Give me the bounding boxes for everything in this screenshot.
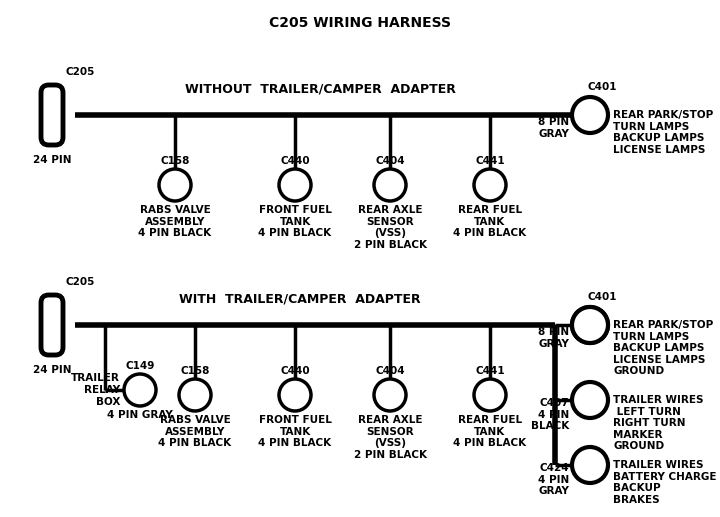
Text: C205: C205	[65, 67, 94, 77]
Circle shape	[572, 307, 608, 343]
Circle shape	[159, 169, 191, 201]
Text: REAR PARK/STOP
TURN LAMPS
BACKUP LAMPS
LICENSE LAMPS: REAR PARK/STOP TURN LAMPS BACKUP LAMPS L…	[613, 110, 714, 155]
Text: C158: C158	[161, 156, 189, 166]
Text: C205: C205	[65, 277, 94, 287]
Text: 24 PIN: 24 PIN	[32, 155, 71, 165]
Circle shape	[179, 379, 211, 411]
Text: REAR FUEL
TANK
4 PIN BLACK: REAR FUEL TANK 4 PIN BLACK	[454, 205, 526, 238]
Text: 24 PIN: 24 PIN	[32, 365, 71, 375]
Text: FRONT FUEL
TANK
4 PIN BLACK: FRONT FUEL TANK 4 PIN BLACK	[258, 415, 332, 448]
Text: C441: C441	[475, 156, 505, 166]
Text: FRONT FUEL
TANK
4 PIN BLACK: FRONT FUEL TANK 4 PIN BLACK	[258, 205, 332, 238]
Text: C401: C401	[588, 82, 618, 92]
Text: REAR FUEL
TANK
4 PIN BLACK: REAR FUEL TANK 4 PIN BLACK	[454, 415, 526, 448]
Text: RABS VALVE
ASSEMBLY
4 PIN BLACK: RABS VALVE ASSEMBLY 4 PIN BLACK	[138, 205, 212, 238]
Text: C441: C441	[475, 366, 505, 376]
Text: RABS VALVE
ASSEMBLY
4 PIN BLACK: RABS VALVE ASSEMBLY 4 PIN BLACK	[158, 415, 232, 448]
Text: C158: C158	[180, 366, 210, 376]
Text: REAR AXLE
SENSOR
(VSS)
2 PIN BLACK: REAR AXLE SENSOR (VSS) 2 PIN BLACK	[354, 415, 426, 460]
Text: C407
4 PIN
BLACK: C407 4 PIN BLACK	[531, 398, 569, 431]
Text: C404: C404	[375, 366, 405, 376]
Text: C404: C404	[375, 156, 405, 166]
Text: TRAILER WIRES
 LEFT TURN
RIGHT TURN
MARKER
GROUND: TRAILER WIRES LEFT TURN RIGHT TURN MARKE…	[613, 395, 703, 451]
Text: TRAILER
RELAY
BOX: TRAILER RELAY BOX	[71, 373, 120, 406]
Text: C401: C401	[588, 292, 618, 302]
Text: REAR PARK/STOP
TURN LAMPS
BACKUP LAMPS
LICENSE LAMPS
GROUND: REAR PARK/STOP TURN LAMPS BACKUP LAMPS L…	[613, 320, 714, 376]
Text: REAR AXLE
SENSOR
(VSS)
2 PIN BLACK: REAR AXLE SENSOR (VSS) 2 PIN BLACK	[354, 205, 426, 250]
Text: C440: C440	[280, 156, 310, 166]
Text: 4 PIN GRAY: 4 PIN GRAY	[107, 410, 173, 420]
Text: C149: C149	[125, 361, 155, 371]
Circle shape	[279, 379, 311, 411]
Text: C205 WIRING HARNESS: C205 WIRING HARNESS	[269, 16, 451, 30]
Text: WITH  TRAILER/CAMPER  ADAPTER: WITH TRAILER/CAMPER ADAPTER	[179, 292, 420, 305]
Circle shape	[474, 379, 506, 411]
Circle shape	[572, 97, 608, 133]
Circle shape	[572, 382, 608, 418]
Circle shape	[572, 447, 608, 483]
Text: WITHOUT  TRAILER/CAMPER  ADAPTER: WITHOUT TRAILER/CAMPER ADAPTER	[184, 82, 456, 95]
Text: 8 PIN
GRAY: 8 PIN GRAY	[538, 327, 569, 348]
Circle shape	[374, 169, 406, 201]
Circle shape	[474, 169, 506, 201]
Text: C424
4 PIN
GRAY: C424 4 PIN GRAY	[538, 463, 569, 496]
Circle shape	[279, 169, 311, 201]
Text: C440: C440	[280, 366, 310, 376]
Text: 8 PIN
GRAY: 8 PIN GRAY	[538, 117, 569, 139]
Circle shape	[124, 374, 156, 406]
FancyBboxPatch shape	[41, 295, 63, 355]
Circle shape	[572, 307, 608, 343]
FancyBboxPatch shape	[41, 85, 63, 145]
Text: TRAILER WIRES
BATTERY CHARGE
BACKUP
BRAKES: TRAILER WIRES BATTERY CHARGE BACKUP BRAK…	[613, 460, 716, 505]
Circle shape	[374, 379, 406, 411]
